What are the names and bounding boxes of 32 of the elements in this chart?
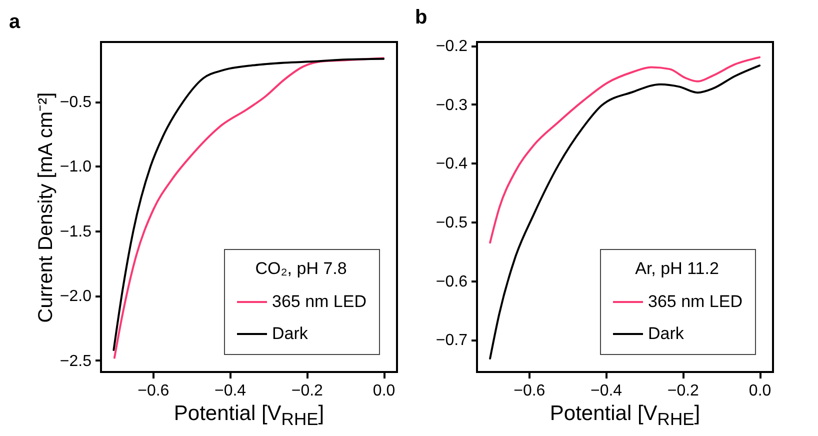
x-tick-label: −0.6: [138, 382, 170, 400]
legend-title: CO₂, pH 7.8: [255, 259, 347, 278]
y-tick-label: −0.5: [60, 94, 92, 112]
line-series: [489, 64, 761, 360]
x-axis-title: Potential [V$_{RHE}$]: [550, 402, 700, 430]
legend-label: 365 nm LED: [648, 292, 742, 311]
y-tick-label: −1.5: [60, 223, 92, 240]
y-tick-label: −0.7: [436, 332, 468, 350]
y-axis-title: Current Density [mA cm⁻²]: [34, 92, 57, 323]
x-tick-label: 0.0: [372, 382, 396, 400]
chart-title: a: [9, 11, 21, 33]
line-series: [489, 56, 761, 244]
legend-label: Dark: [272, 324, 308, 343]
y-tick-label: −0.3: [436, 96, 468, 114]
y-tick-label: −0.5: [436, 214, 468, 232]
legend-title: Ar, pH 11.2: [635, 259, 719, 278]
x-tick-label: −0.4: [590, 382, 622, 400]
y-tick-label: −1.0: [60, 158, 92, 176]
x-tick-label: −0.6: [514, 382, 546, 400]
x-tick-label: −0.4: [214, 382, 246, 400]
y-tick-label: −0.6: [436, 273, 468, 290]
y-tick-label: −0.2: [436, 38, 468, 56]
y-tick-label: −2.0: [60, 288, 92, 306]
x-axis-title: Potential [V$_{RHE}$]: [174, 402, 324, 430]
x-tick-label: −0.2: [667, 382, 700, 400]
x-tick-label: 0.0: [748, 382, 772, 400]
y-tick-label: −0.4: [436, 156, 468, 173]
y-tick-label: −2.5: [60, 352, 92, 370]
legend-label: Dark: [648, 324, 684, 343]
legend-label: 365 nm LED: [272, 292, 366, 311]
chart-title: b: [415, 6, 428, 29]
x-tick-label: −0.2: [291, 382, 324, 400]
